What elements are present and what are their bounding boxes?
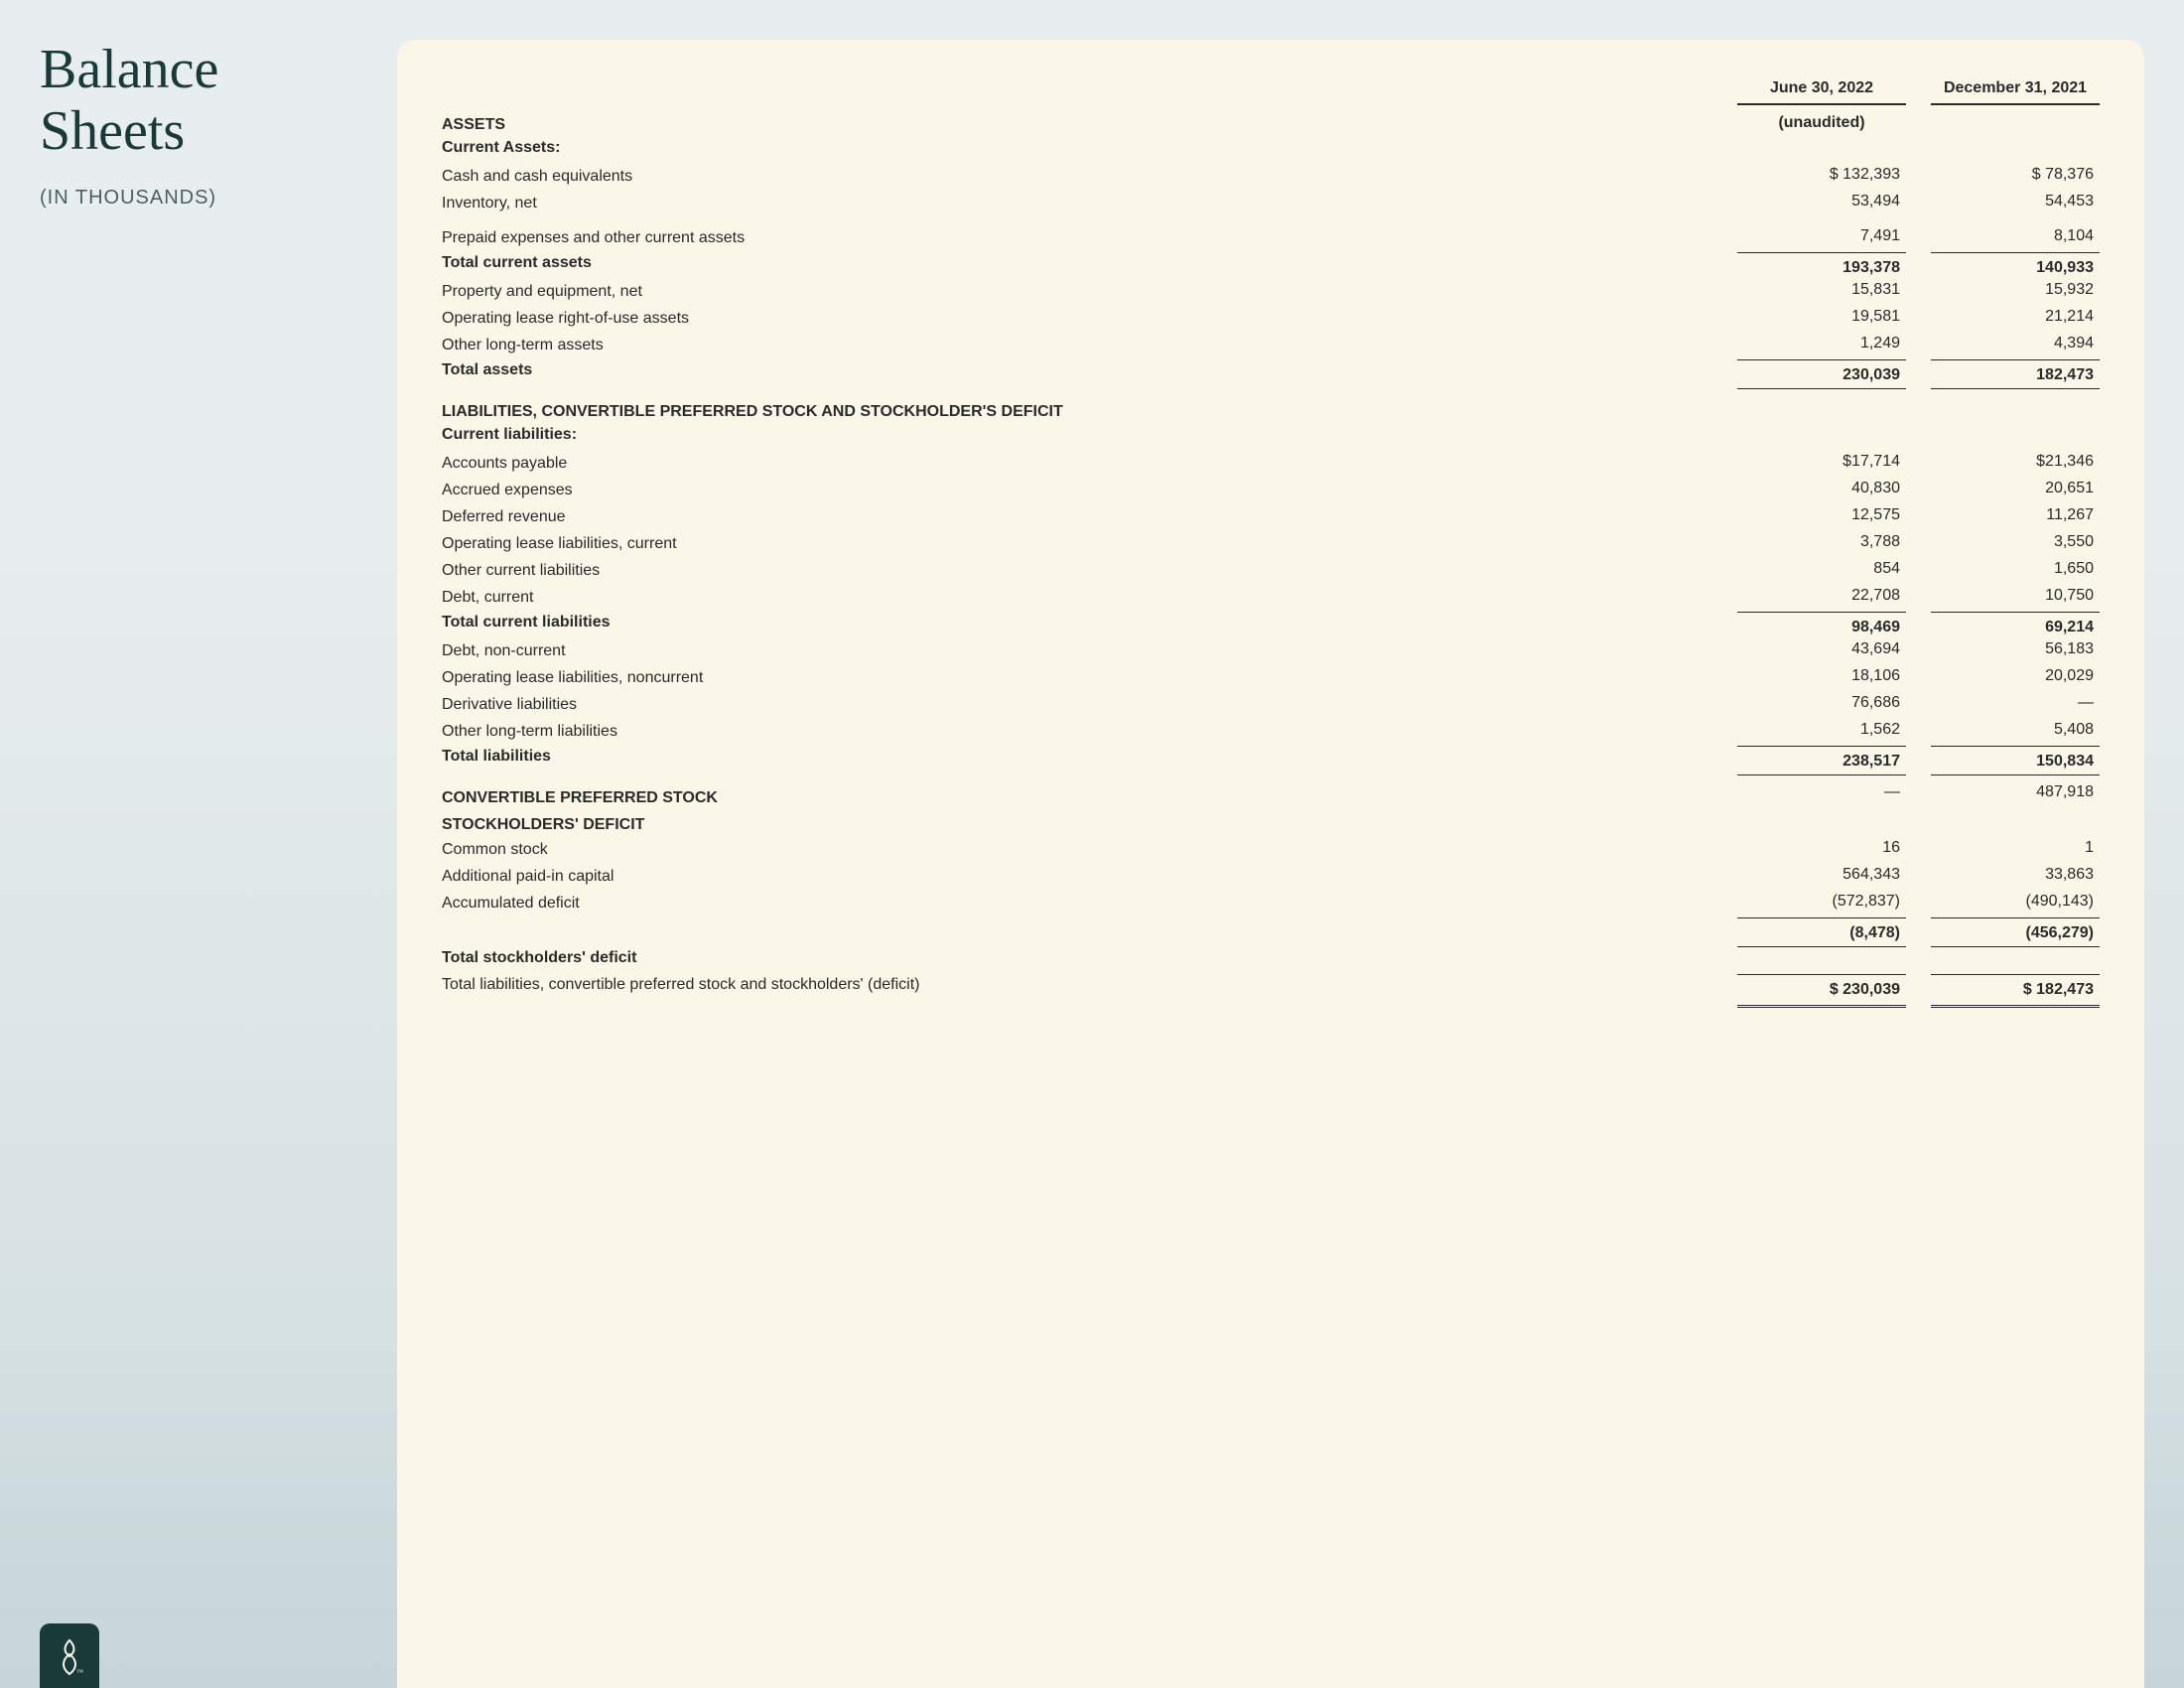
brand-logo-badge: ™ (40, 1623, 99, 1688)
row-other-lt-liab: Other long-term liabilities1,5625,408 (442, 719, 2100, 746)
col1-subheader: (unaudited) (1737, 110, 1906, 132)
row-total-stockdef-values: (8,478)(456,279) (442, 917, 2100, 947)
row-other-lt: Other long-term assets1,2494,394 (442, 333, 2100, 359)
row-debt-nc: Debt, non-current43,69456,183 (442, 638, 2100, 665)
column-headers: June 30, 2022 December 31, 2021 (442, 79, 2100, 106)
row-total-all: Total liabilities, convertible preferred… (442, 974, 2100, 1008)
row-accum-def: Accumulated deficit(572,837)(490,143) (442, 891, 2100, 917)
row-op-lease-nc: Operating lease liabilities, noncurrent1… (442, 665, 2100, 692)
row-prepaid: Prepaid expenses and other current asset… (442, 225, 2100, 252)
balance-sheet-panel: June 30, 2022 December 31, 2021 ASSETS (… (397, 40, 2144, 1688)
svg-text:™: ™ (76, 1668, 83, 1676)
current-liab-head: Current liabilities: (442, 424, 1712, 446)
col2-header: December 31, 2021 (1931, 79, 2100, 105)
row-deriv: Derivative liabilities76,686— (442, 692, 2100, 719)
row-ppe: Property and equipment, net15,83115,932 (442, 279, 2100, 306)
row-common: Common stock161 (442, 837, 2100, 864)
col1-header: June 30, 2022 (1737, 79, 1906, 105)
row-accrued: Accrued expenses40,83020,651 (442, 478, 2100, 504)
row-total-cur-liab: Total current liabilities98,46969,214 (442, 612, 2100, 638)
row-other-cur-liab: Other current liabilities8541,650 (442, 558, 2100, 585)
row-debt-cur: Debt, current22,70810,750 (442, 585, 2100, 612)
row-ap: Accounts payable$17,714$21,346 (442, 451, 2100, 478)
leaf-logo-icon: ™ (54, 1636, 85, 1676)
row-total-current-assets: Total current assets193,378140,933 (442, 252, 2100, 279)
page-title: Balance Sheets (40, 40, 357, 162)
liab-section-head: LIABILITIES, CONVERTIBLE PREFERRED STOCK… (442, 397, 1712, 423)
row-inventory: Inventory, net53,49454,453 (442, 191, 2100, 217)
row-op-lease-rou: Operating lease right-of-use assets19,58… (442, 306, 2100, 333)
row-op-lease-cur: Operating lease liabilities, current3,78… (442, 531, 2100, 558)
row-def-rev: Deferred revenue12,57511,267 (442, 504, 2100, 531)
row-total-assets: Total assets230,039182,473 (442, 359, 2100, 389)
row-cash: Cash and cash equivalents$ 132,393$ 78,3… (442, 164, 2100, 191)
assets-section-head: ASSETS (unaudited) (442, 110, 2100, 137)
current-assets-head: Current Assets: (442, 137, 1712, 159)
row-conv-pref: CONVERTIBLE PREFERRED STOCK—487,918 (442, 783, 2100, 810)
page-subtitle: (IN THOUSANDS) (40, 187, 357, 210)
row-total-liab: Total liabilities238,517150,834 (442, 746, 2100, 775)
row-apic: Additional paid-in capital564,34333,863 (442, 864, 2100, 891)
row-total-stockdef-label: Total stockholders' deficit (442, 947, 2100, 974)
stockholders-def-head: STOCKHOLDERS' DEFICIT (442, 810, 1712, 836)
